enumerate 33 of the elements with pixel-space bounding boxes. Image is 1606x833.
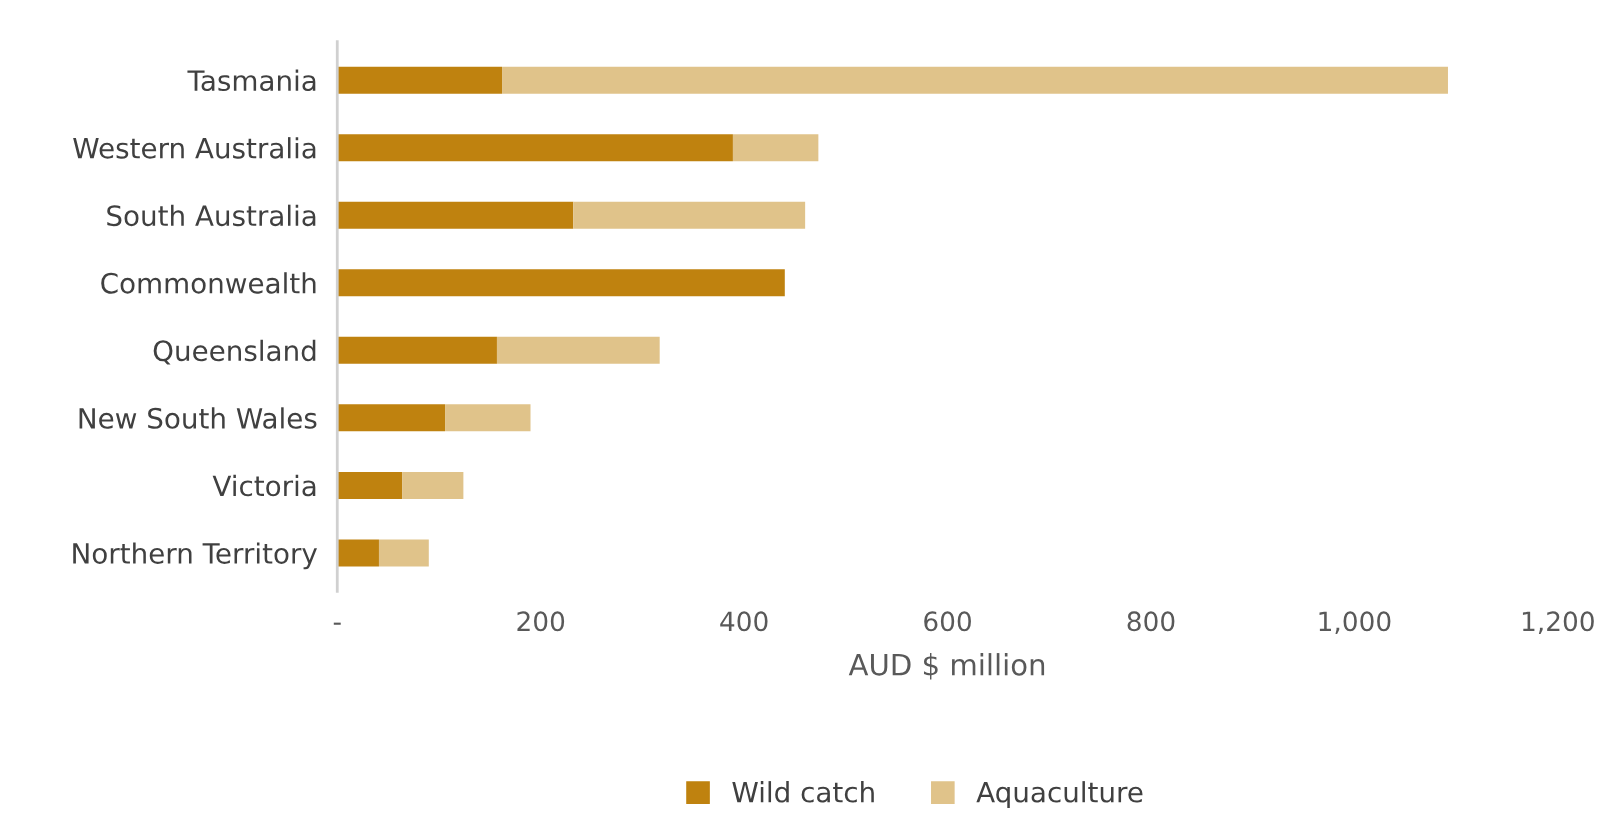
x-axis-title: AUD $ million (848, 653, 1045, 680)
y-tick-label: Commonwealth (101, 272, 316, 294)
y-tick-label: Queensland (153, 339, 316, 365)
y-tick-label: Northern Territory (73, 542, 317, 570)
x-tick-label: 600 (924, 611, 971, 632)
bar (337, 471, 403, 499)
bar (337, 404, 446, 432)
bar (337, 66, 503, 94)
bar (445, 404, 531, 432)
x-tick-label: 1,000 (1319, 611, 1391, 634)
x-tick-label: 1,200 (1522, 611, 1594, 634)
bar (337, 539, 379, 567)
y-tick-label: Tasmania (187, 69, 316, 92)
bar (573, 201, 806, 229)
legend-label: Wild catch (732, 781, 874, 803)
x-tick-label: 800 (1127, 611, 1175, 632)
bar (337, 134, 733, 162)
y-tick-label: Western Australia (73, 137, 316, 159)
y-tick-label: Victoria (212, 474, 316, 497)
y-tick-label: South Australia (107, 204, 316, 227)
bar (337, 201, 574, 229)
x-tick-label: - (333, 622, 341, 625)
bar (732, 134, 819, 162)
bar (402, 471, 464, 499)
x-tick-label: 200 (517, 611, 565, 632)
bar (337, 336, 497, 364)
bar (378, 539, 429, 567)
legend-label: Aquaculture (976, 781, 1143, 808)
y-tick-label: New South Wales (79, 407, 317, 429)
bar (496, 336, 660, 364)
bar (337, 269, 785, 297)
x-tick-label: 400 (720, 611, 768, 632)
bar (502, 66, 1448, 94)
